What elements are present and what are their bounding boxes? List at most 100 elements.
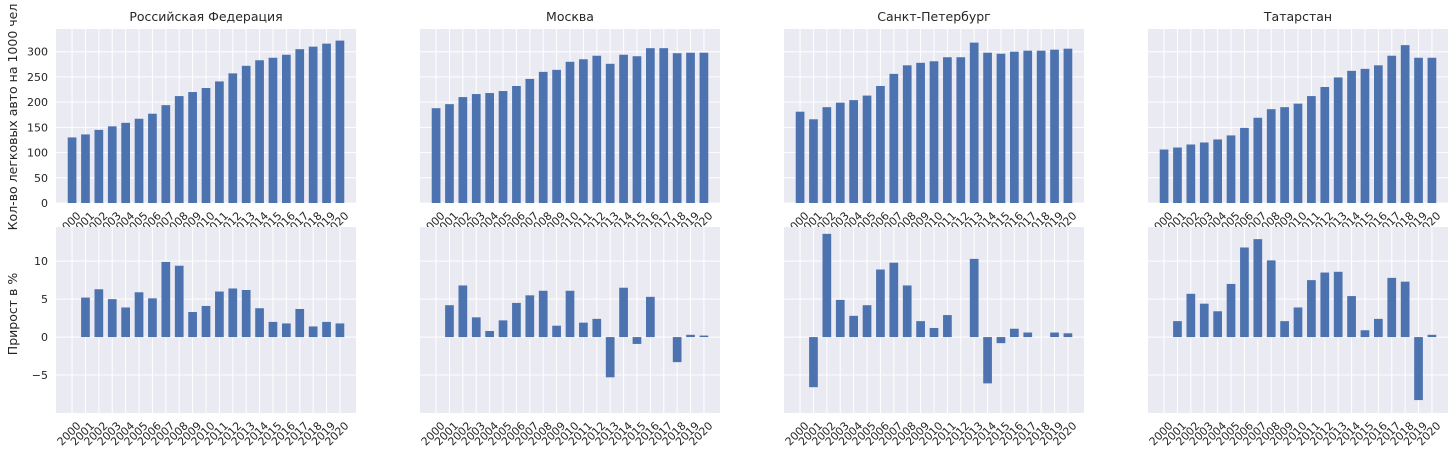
bar <box>579 322 588 338</box>
bar <box>228 73 238 204</box>
bar <box>94 289 104 338</box>
y-tick-label: 10 <box>34 255 48 268</box>
bar <box>445 104 454 203</box>
bar <box>174 96 184 203</box>
bar <box>188 312 197 338</box>
bar <box>1293 307 1303 338</box>
bar <box>1347 296 1356 338</box>
bar <box>983 337 992 384</box>
bar <box>308 46 318 203</box>
bar <box>929 327 939 338</box>
bar <box>282 323 291 338</box>
bar <box>686 334 695 338</box>
bar <box>241 65 251 204</box>
bar <box>619 287 628 338</box>
bar <box>1186 293 1196 338</box>
bar <box>1414 57 1423 203</box>
bar <box>809 337 818 388</box>
bar <box>1307 280 1316 338</box>
bar <box>1010 328 1019 338</box>
bar <box>1226 135 1236 203</box>
bar <box>471 317 481 338</box>
bar <box>849 100 858 203</box>
bar <box>916 321 925 338</box>
bar <box>1023 50 1033 204</box>
bar <box>902 285 912 338</box>
bar <box>94 129 104 203</box>
bar <box>121 122 130 203</box>
bar <box>579 59 588 204</box>
bar <box>1427 57 1437 203</box>
bar <box>1387 277 1397 338</box>
bar <box>458 97 468 203</box>
bar <box>1173 321 1182 338</box>
bar <box>81 134 90 203</box>
bar <box>215 81 224 203</box>
bar <box>632 337 642 344</box>
bar <box>1320 272 1330 338</box>
bar <box>1333 271 1343 338</box>
bar <box>876 269 885 338</box>
bar <box>134 118 144 203</box>
bar <box>659 48 669 203</box>
bar <box>943 315 952 338</box>
bar <box>1374 318 1383 338</box>
bar <box>512 85 521 203</box>
bar <box>809 119 818 203</box>
bar <box>1010 51 1019 204</box>
bar <box>268 321 278 338</box>
y-tick-label: 0 <box>41 331 48 344</box>
bar <box>619 54 628 203</box>
bar <box>1173 147 1182 203</box>
y-tick-label: 250 <box>27 71 48 84</box>
subplot-3: 2000200120022003200420052006200720082009… <box>783 9 1084 238</box>
bar <box>889 262 899 338</box>
bar <box>956 57 966 204</box>
bar <box>1036 50 1046 204</box>
bar <box>161 261 171 338</box>
bar <box>969 42 979 204</box>
bar <box>201 305 211 338</box>
subplot-1: 0501001502002503002000200120022003200420… <box>27 9 356 238</box>
bar <box>512 302 521 338</box>
subplot-title: Татарстан <box>1263 9 1332 24</box>
bar <box>1240 247 1249 338</box>
bar <box>1023 332 1033 338</box>
bar <box>485 331 494 338</box>
bar <box>498 91 508 203</box>
subplot-4: 2000200120022003200420052006200720082009… <box>1147 9 1448 238</box>
bar <box>228 288 238 338</box>
bar <box>1280 107 1289 203</box>
bar <box>1253 239 1263 338</box>
bar <box>969 258 979 338</box>
bar <box>1213 139 1222 203</box>
bar <box>322 321 331 338</box>
bar <box>1414 337 1423 401</box>
bar <box>862 95 872 203</box>
y-axis-label-top: Кол-во легковых авто на 1000 чел <box>5 4 20 231</box>
subplot-2: 2000200120022003200420052006200720082009… <box>419 9 720 238</box>
bar <box>996 337 1006 344</box>
bar <box>188 92 197 203</box>
bar <box>929 61 939 203</box>
bar <box>1374 65 1383 203</box>
bar <box>1050 49 1059 204</box>
bar <box>282 54 291 203</box>
bar <box>107 299 117 338</box>
bar <box>255 60 264 204</box>
bar <box>983 52 992 204</box>
bar <box>699 335 709 338</box>
y-tick-label: 0 <box>41 197 48 210</box>
bar <box>902 65 912 203</box>
bar <box>215 291 224 338</box>
bar <box>1266 109 1276 203</box>
bar <box>268 57 278 203</box>
y-tick-label: 150 <box>27 121 48 134</box>
subplot-5: −505102000200120022003200420052006200720… <box>32 227 356 448</box>
subplot-title: Санкт-Петербург <box>877 9 991 24</box>
bar <box>822 233 832 338</box>
bar <box>1266 260 1276 338</box>
bar <box>308 326 318 338</box>
bar <box>1240 127 1249 203</box>
bar <box>699 52 709 204</box>
